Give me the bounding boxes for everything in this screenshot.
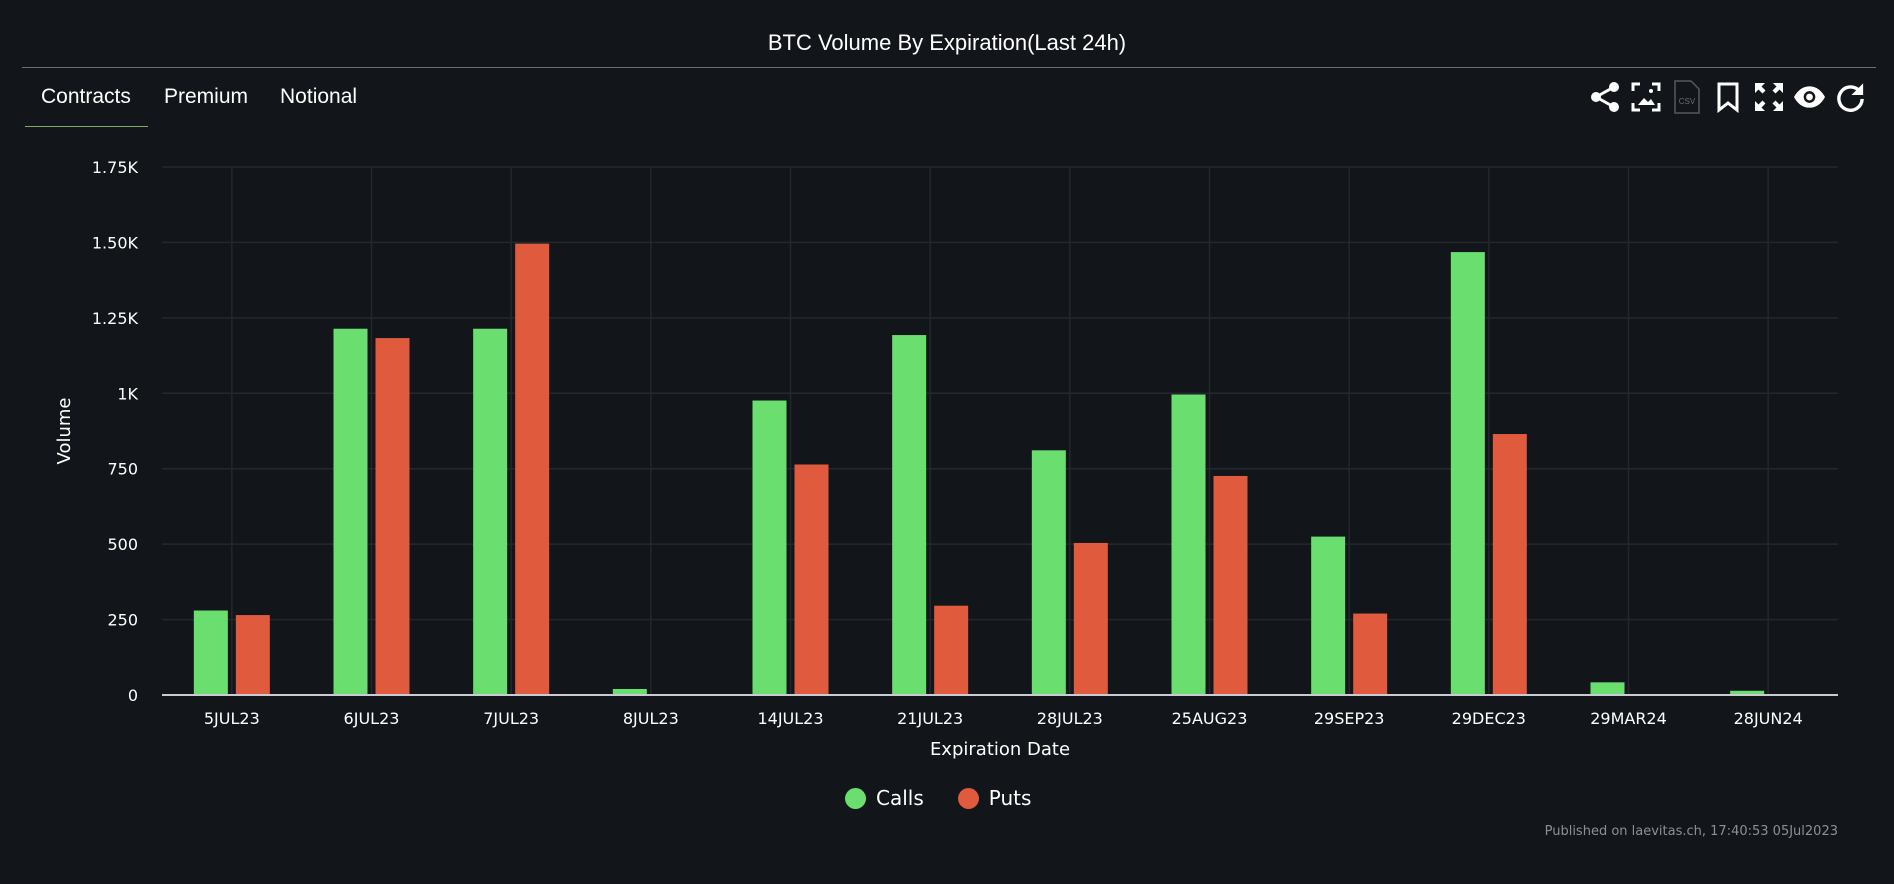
bar-puts-14jul23[interactable]	[794, 464, 829, 695]
x-tick-label: 21JUL23	[897, 709, 963, 728]
bar-puts-29sep23[interactable]	[1353, 613, 1388, 695]
legend-label-calls: Calls	[876, 786, 924, 810]
tab-notional[interactable]: Notional	[280, 85, 358, 108]
bar-calls-7jul23[interactable]	[473, 328, 508, 695]
bar-puts-28jul23[interactable]	[1073, 542, 1108, 695]
legend-label-puts: Puts	[988, 786, 1032, 810]
y-tick-label: 0	[128, 686, 138, 705]
bar-calls-8jul23[interactable]	[612, 688, 647, 695]
y-tick-label: 1.75K	[92, 158, 139, 177]
published-note: Published on laevitas.ch, 17:40:53 05Jul…	[1544, 824, 1838, 839]
legend: Calls Puts	[845, 786, 1031, 810]
bar-calls-29sep23[interactable]	[1311, 536, 1346, 695]
bar-calls-28jul23[interactable]	[1031, 450, 1066, 695]
eye-icon[interactable]	[1793, 80, 1826, 114]
bookmark-icon[interactable]	[1711, 80, 1744, 114]
y-tick-label: 750	[107, 460, 138, 479]
puts-legend-marker	[957, 787, 979, 809]
x-tick-label: 28JUN24	[1734, 709, 1803, 728]
tab-bar: Contracts Premium Notional	[25, 84, 373, 127]
x-tick-label: 7JUL23	[483, 709, 539, 728]
bar-calls-21jul23[interactable]	[892, 335, 927, 695]
x-axis-title: Expiration Date	[930, 739, 1070, 760]
legend-item-calls[interactable]: Calls	[845, 786, 924, 810]
y-tick-label: 250	[107, 611, 138, 630]
bar-calls-29dec23[interactable]	[1450, 252, 1485, 695]
bar-calls-29mar24[interactable]	[1590, 682, 1625, 695]
share-icon[interactable]	[1588, 80, 1621, 114]
calls-legend-marker	[845, 787, 866, 809]
bar-calls-6jul23[interactable]	[333, 328, 368, 695]
x-tick-label: 29DEC23	[1452, 709, 1526, 728]
tab-contracts[interactable]: Contracts	[25, 84, 148, 127]
fullscreen-icon[interactable]	[1752, 80, 1785, 114]
bar-puts-25aug23[interactable]	[1213, 475, 1248, 695]
bar-puts-6jul23[interactable]	[375, 338, 410, 695]
y-tick-label: 1K	[117, 384, 138, 403]
bar-calls-28jun24[interactable]	[1730, 690, 1765, 695]
y-tick-label: 500	[107, 535, 138, 554]
y-axis-title: Volume	[54, 398, 75, 465]
toolbar: CSV	[1588, 80, 1867, 114]
bar-calls-14jul23[interactable]	[752, 400, 787, 695]
x-tick-label: 29SEP23	[1314, 709, 1385, 728]
x-tick-label: 6JUL23	[344, 709, 400, 728]
x-tick-label: 25AUG23	[1172, 709, 1248, 728]
x-tick-label: 5JUL23	[204, 709, 260, 728]
title-divider	[22, 67, 1876, 68]
x-tick-label: 29MAR24	[1590, 709, 1667, 728]
csv-label: CSV	[1678, 97, 1695, 106]
x-tick-label: 14JUL23	[757, 709, 823, 728]
bar-puts-7jul23[interactable]	[515, 243, 550, 695]
bar-puts-29dec23[interactable]	[1492, 434, 1527, 695]
bar-puts-21jul23[interactable]	[934, 605, 969, 695]
csv-download-icon[interactable]: CSV	[1670, 80, 1703, 114]
bar-puts-5jul23[interactable]	[235, 615, 270, 695]
x-tick-label: 28JUL23	[1037, 709, 1103, 728]
image-download-icon[interactable]	[1629, 80, 1662, 114]
bar-calls-25aug23[interactable]	[1171, 394, 1206, 695]
y-tick-label: 1.25K	[92, 309, 139, 328]
tab-premium[interactable]: Premium	[164, 85, 249, 108]
refresh-icon[interactable]	[1834, 80, 1867, 114]
y-tick-label: 1.50K	[92, 233, 139, 252]
chart-title: BTC Volume By Expiration(Last 24h)	[767, 30, 1127, 55]
bar-calls-5jul23[interactable]	[193, 610, 228, 695]
x-tick-label: 8JUL23	[623, 709, 679, 728]
legend-item-puts[interactable]: Puts	[957, 786, 1032, 810]
